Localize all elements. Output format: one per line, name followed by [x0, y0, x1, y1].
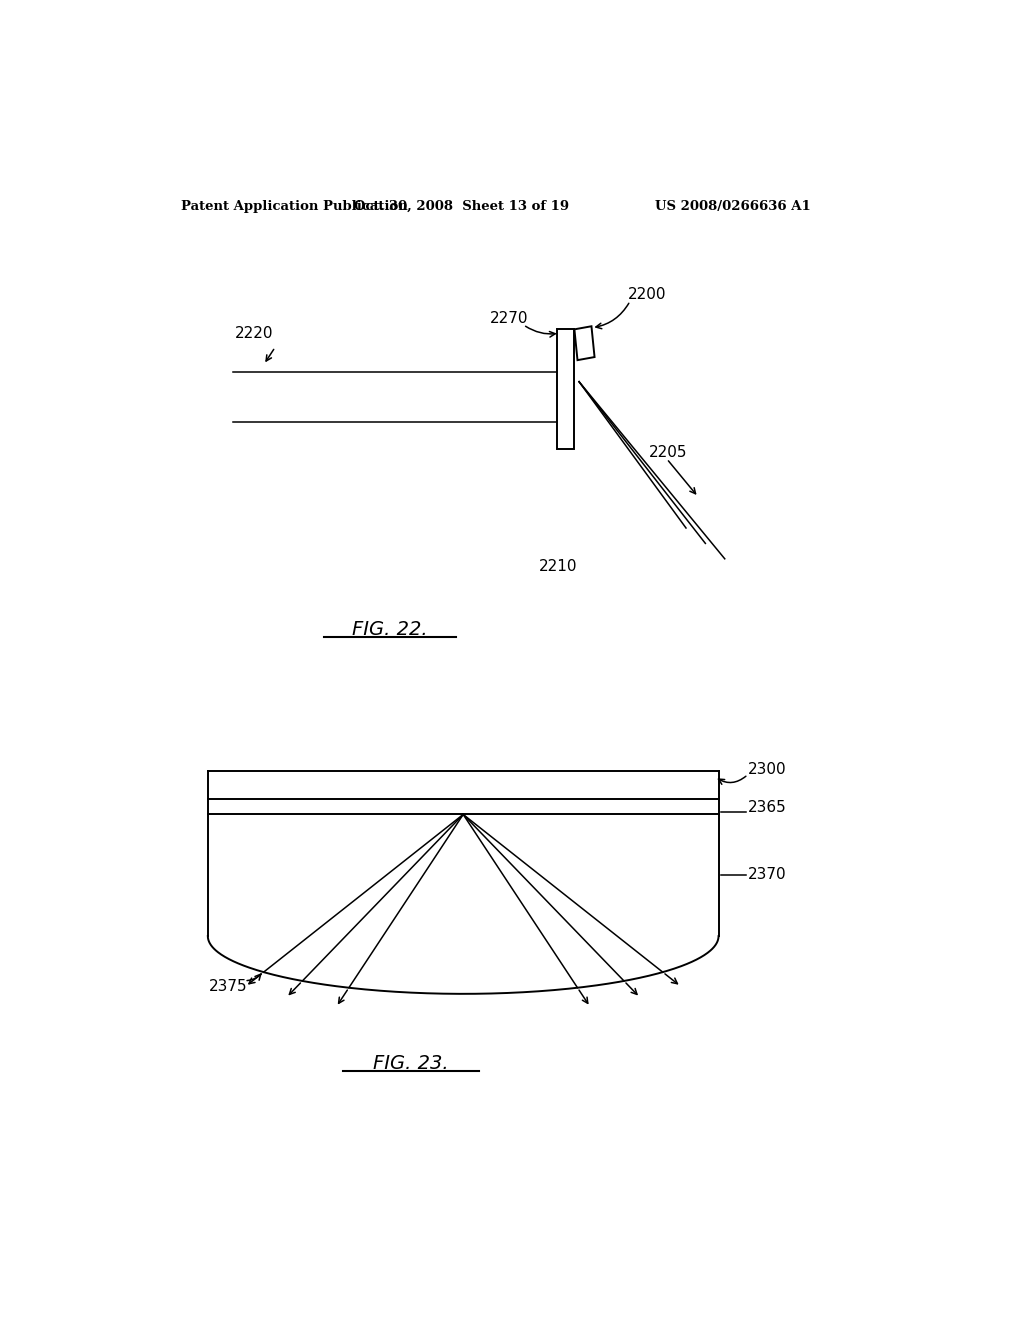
Text: Oct. 30, 2008  Sheet 13 of 19: Oct. 30, 2008 Sheet 13 of 19 — [353, 199, 568, 213]
Text: FIG. 22.: FIG. 22. — [352, 620, 428, 639]
Text: Patent Application Publication: Patent Application Publication — [180, 199, 408, 213]
Text: 2365: 2365 — [748, 800, 786, 814]
Text: 2370: 2370 — [748, 867, 786, 882]
Polygon shape — [574, 326, 595, 360]
Text: 2375: 2375 — [209, 978, 248, 994]
Text: 2270: 2270 — [490, 312, 528, 326]
Text: 2210: 2210 — [539, 558, 578, 574]
Text: 2200: 2200 — [628, 288, 667, 302]
Text: 2205: 2205 — [649, 445, 687, 461]
Text: 2300: 2300 — [748, 762, 786, 776]
Text: US 2008/0266636 A1: US 2008/0266636 A1 — [655, 199, 811, 213]
Text: 2220: 2220 — [234, 326, 273, 342]
Text: FIG. 23.: FIG. 23. — [373, 1053, 449, 1073]
Bar — [557, 330, 574, 449]
